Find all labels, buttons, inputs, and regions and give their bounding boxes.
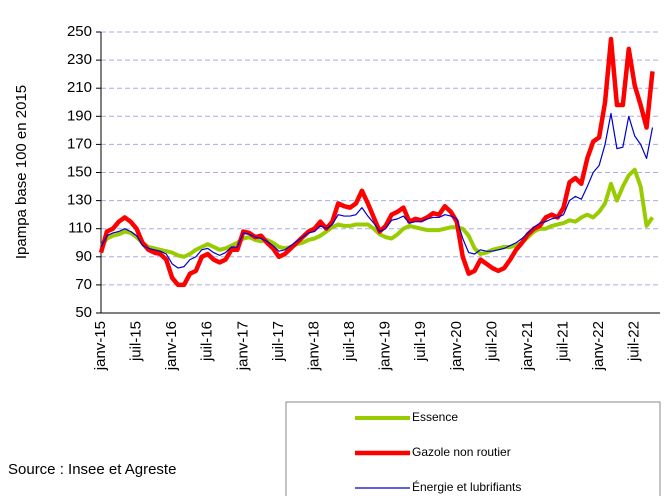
x-tick-label: janv-15 — [92, 321, 109, 371]
x-tick-label: juil-22 — [626, 321, 643, 362]
y-tick-label: 210 — [67, 79, 92, 96]
x-tick-label: janv-16 — [163, 321, 180, 371]
x-tick-label: juil-15 — [128, 321, 145, 362]
x-tick-label: janv-22 — [590, 321, 607, 371]
y-tick-label: 230 — [67, 51, 92, 68]
x-tick-label: juil-21 — [555, 321, 572, 362]
x-tick-label: juil-20 — [483, 321, 500, 362]
series-line — [99, 167, 655, 259]
y-tick-label: 110 — [68, 220, 92, 237]
x-tick-label: juil-17 — [270, 321, 287, 362]
x-tick-label: janv-17 — [234, 321, 251, 371]
y-tick-label: 250 — [67, 23, 92, 40]
x-tick-label: janv-21 — [519, 321, 536, 371]
y-tick-label: 50 — [75, 304, 92, 321]
legend-label: Essence — [412, 410, 458, 424]
source: Source : Insee et Agreste — [8, 461, 176, 478]
x-tick-label: janv-20 — [448, 321, 465, 371]
y-tick-label: 130 — [67, 192, 92, 209]
legend-box — [285, 401, 661, 501]
legend-label: Énergie et lubrifiants — [412, 479, 521, 494]
series-line — [98, 36, 655, 288]
x-tick-label: juil-19 — [412, 321, 429, 362]
y-tick-label: 190 — [67, 107, 92, 124]
y-axis-title: Ipampa base 100 en 2015 — [13, 85, 30, 259]
y-tick-label: 70 — [75, 276, 92, 293]
legend-label: Gazole non routier — [412, 445, 511, 459]
x-tick-label: janv-18 — [305, 321, 322, 371]
x-tick-label: juil-18 — [341, 321, 358, 362]
y-tick-label: 90 — [75, 248, 92, 265]
series-line — [100, 112, 654, 269]
y-tick-label: 170 — [67, 135, 92, 152]
y-tick-label: 150 — [67, 163, 92, 180]
x-tick-label: juil-16 — [199, 321, 216, 362]
x-tick-label: janv-19 — [377, 321, 394, 371]
